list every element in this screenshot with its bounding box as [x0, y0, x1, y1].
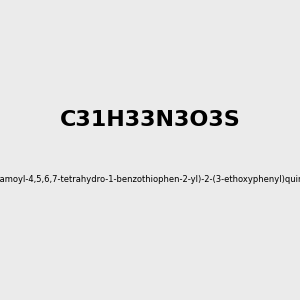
Text: C31H33N3O3S: C31H33N3O3S	[60, 110, 240, 130]
Text: N-(6-tert-butyl-3-carbamoyl-4,5,6,7-tetrahydro-1-benzothiophen-2-yl)-2-(3-ethoxy: N-(6-tert-butyl-3-carbamoyl-4,5,6,7-tetr…	[0, 176, 300, 184]
